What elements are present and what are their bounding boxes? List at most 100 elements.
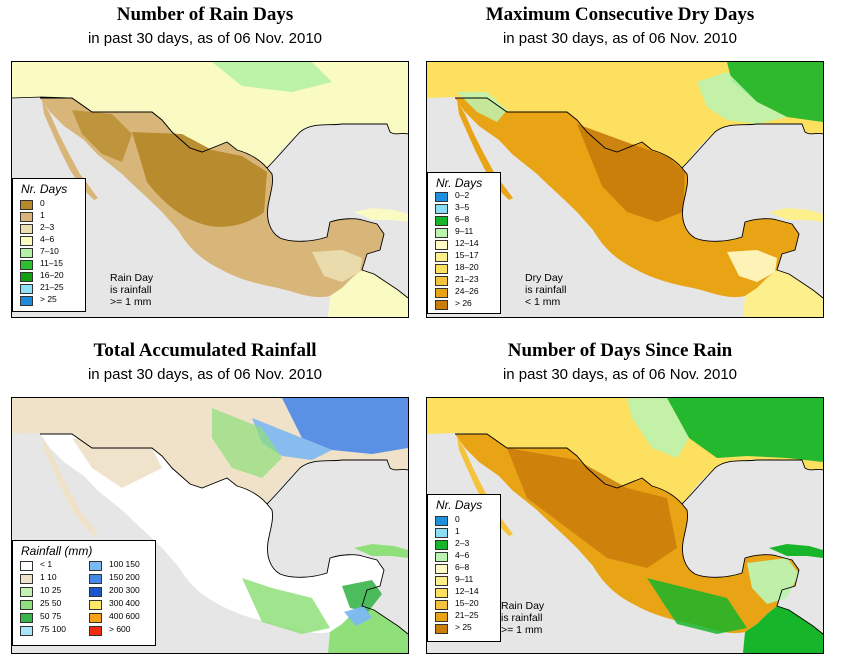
legend: Nr. Days 0–2 3–5 6–8 9–11 12–14 15–17 18… [427, 172, 501, 314]
legend-label: 50 75 [40, 611, 62, 621]
legend-swatch [20, 626, 33, 636]
legend-label: 16–20 [40, 270, 64, 280]
legend-label: 9–11 [455, 226, 474, 236]
wet-nw-band [212, 62, 332, 92]
note-line: < 1 mm [525, 296, 561, 308]
note-definition: Rain Day is rainfall >= 1 mm [501, 600, 544, 636]
legend-swatch [20, 600, 33, 610]
legend-swatch [89, 587, 102, 597]
legend-swatch [435, 228, 448, 238]
note-line: >= 1 mm [110, 296, 152, 308]
panel-subtitle: in past 30 days, as of 06 Nov. 2010 [87, 366, 323, 383]
map-graphic [427, 398, 823, 653]
note-line: is rainfall [501, 612, 543, 624]
panel-title: Maximum Consecutive Dry Days [485, 4, 755, 25]
legend-label: 0 [455, 514, 460, 524]
rain-se-blue [344, 606, 372, 626]
panel-subtitle: in past 30 days, as of 06 Nov. 2010 [87, 30, 323, 47]
panel-days-since-rain: Number of Days Since Rain in past 30 day… [415, 336, 825, 654]
legend-label: > 600 [109, 624, 131, 634]
note-line: Rain Day [501, 600, 545, 612]
legend-title: Nr. Days [436, 176, 483, 190]
legend-label: 21–25 [40, 282, 64, 292]
rain-south-green [242, 578, 330, 634]
land-central-america [328, 606, 408, 653]
legend-swatch [20, 236, 33, 246]
legend-swatch [435, 192, 448, 202]
legend-label: 11–15 [40, 258, 64, 268]
legend: Rainfall (mm) < 1 1 10 10 25 25 50 50 75… [12, 540, 156, 646]
legend-label: 0 [40, 198, 45, 208]
legend-swatch [435, 300, 448, 310]
legend-label: > 25 [455, 622, 472, 632]
rain-nw-beige [72, 438, 162, 488]
panel-total-rainfall: Total Accumulated Rainfall in past 30 da… [0, 336, 410, 654]
land-cuba [769, 544, 823, 558]
legend-swatch [435, 276, 448, 286]
legend-label: 6–8 [455, 562, 470, 572]
dry-core [507, 448, 677, 568]
note-line: >= 1 mm [501, 624, 543, 636]
note-line: is rainfall [525, 284, 567, 296]
legend-label: 24–26 [455, 286, 479, 296]
land-baja [457, 100, 513, 200]
legend-swatch [20, 224, 33, 234]
rain-green-band [212, 408, 282, 478]
land-central-america [328, 270, 408, 317]
note-line: is rainfall [110, 284, 152, 296]
legend-swatch [20, 296, 33, 306]
note-line: Rain Day [110, 272, 154, 284]
panel-title: Number of Days Since Rain [507, 340, 733, 361]
legend-label: 4–6 [455, 550, 470, 560]
wet-ne-light [627, 398, 689, 458]
panel-consecutive-dry-days: Maximum Consecutive Dry Days in past 30 … [415, 0, 825, 318]
legend-swatch [435, 624, 448, 634]
coastline [40, 97, 408, 299]
legend-swatch [20, 561, 33, 571]
gulf-coast [266, 459, 408, 505]
legend-label: 1 10 [40, 572, 57, 582]
us-border [12, 96, 203, 153]
south-green [647, 578, 747, 634]
land-cuba [354, 544, 408, 558]
legend-label: 7–10 [40, 246, 59, 256]
wet-ne [727, 62, 823, 122]
map-graphic [12, 398, 408, 653]
rain-ne-blue [282, 398, 408, 454]
panel-title: Number of Rain Days [116, 4, 294, 25]
land-central-america [743, 270, 823, 317]
note-line: Dry Day [525, 272, 563, 284]
legend-label: 75 100 [40, 624, 66, 634]
legend-label: 15–17 [455, 250, 479, 260]
land-cuba [354, 208, 408, 222]
legend-swatch [435, 540, 448, 550]
legend-swatch [20, 200, 33, 210]
legend-label: 0–2 [455, 190, 470, 200]
legend-label: 15–20 [455, 598, 479, 608]
legend: Nr. Days 0 1 2–3 4–6 7–10 11–15 16–20 21… [12, 178, 86, 312]
legend: Nr. Days 0 1 2–3 4–6 6–8 9–11 12–14 15–2… [427, 494, 501, 642]
legend-label: 6–8 [455, 214, 470, 224]
legend-label: 18–20 [455, 262, 479, 272]
legend-label: 12–14 [455, 238, 479, 248]
wet-ne-light [697, 72, 787, 124]
note-definition: Dry Day is rainfall < 1 mm [525, 272, 566, 308]
legend-label: 400 600 [109, 611, 140, 621]
legend-label: > 25 [40, 294, 57, 304]
legend-label: 25 50 [40, 598, 62, 608]
gulf-coast [681, 459, 823, 505]
legend-swatch [20, 587, 33, 597]
coastline [40, 433, 408, 635]
legend-swatch [89, 561, 102, 571]
legend-label: 1 [40, 210, 45, 220]
legend-label: 200 300 [109, 585, 140, 595]
land-baja [42, 100, 98, 200]
coastline [455, 433, 823, 635]
panel-title: Total Accumulated Rainfall [93, 340, 317, 361]
legend-title: Nr. Days [436, 498, 483, 512]
legend-label: 2–3 [40, 222, 55, 232]
legend-swatch [20, 613, 33, 623]
legend-swatch [435, 552, 448, 562]
yucatan-green [747, 558, 799, 604]
wet-nw [457, 92, 507, 122]
